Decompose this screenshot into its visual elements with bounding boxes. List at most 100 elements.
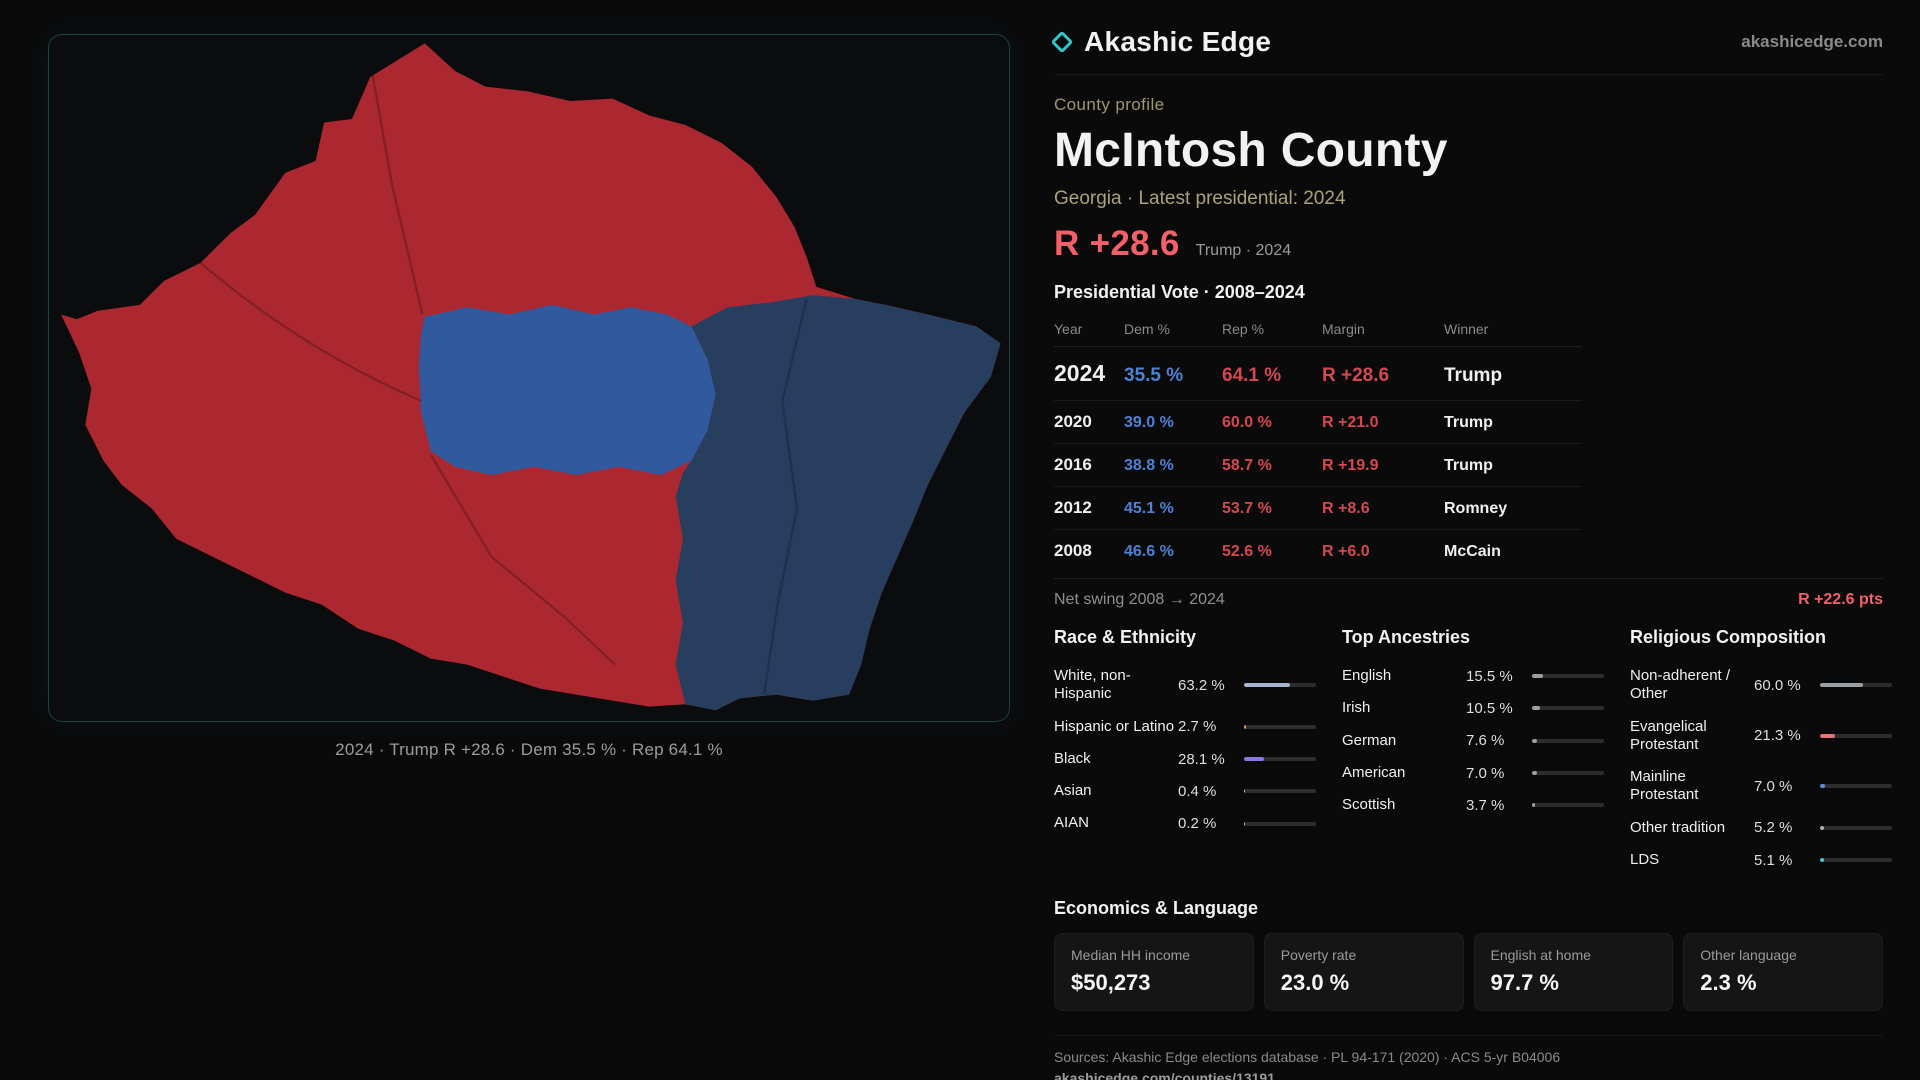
mini-bar-track [1820,733,1892,738]
demo-row: Hispanic or Latino 2.7 % [1054,711,1316,743]
demo-row: Irish 10.5 % [1342,692,1604,724]
demo-row: White, non-Hispanic 63.2 % [1054,660,1316,711]
mini-bar-track [1244,821,1316,826]
footer-sources: Sources: Akashic Edge elections database… [1054,1049,1561,1066]
col-rep: Rep % [1222,321,1265,337]
demo-label: Hispanic or Latino [1054,717,1175,735]
econ-stat-box: Median HH income $50,273 [1054,933,1254,1012]
winner-cell: McCain [1444,543,1501,560]
vote-table-title: Presidential Vote · 2008–2024 [1054,282,1305,302]
county-title: McIntosh County [1054,124,1448,177]
margin-cell: R +28.6 [1322,365,1390,386]
mini-bar-fill [1244,757,1265,762]
demo-value: 7.0 % [1754,777,1793,795]
demo-row: Scottish 3.7 % [1342,789,1604,821]
year-cell: 2012 [1054,498,1092,517]
mini-bar-fill [1532,803,1535,808]
precinct-boundary [371,74,424,315]
table-row: 2012 45.1 % 53.7 % R +8.6 Romney [1054,487,1582,530]
rep-cell: 52.6 % [1222,543,1272,560]
site-domain-link[interactable]: akashicedge.com [1741,32,1883,51]
map-region-dem-east [675,295,1001,711]
demo-row: AIAN 0.2 % [1054,807,1316,839]
map-card [48,34,1010,722]
precinct-boundary [429,454,616,666]
demo-label: Non-adherent / Other [1630,667,1731,703]
demo-value: 0.2 % [1178,815,1217,833]
winner-cell: Trump [1444,414,1493,431]
footer-permalink[interactable]: akashicedge.com/counties/13191 [1054,1070,1275,1080]
demo-value: 15.5 % [1466,667,1513,685]
diamond-logo-icon [1050,30,1074,54]
mini-bar-track [1244,683,1316,688]
demo-label: LDS [1630,851,1660,869]
net-swing-value: R +22.6 pts [1798,591,1883,608]
mini-bar-fill [1244,821,1246,826]
stat-value: $50,273 [1071,970,1151,996]
page-footer: Sources: Akashic Edge elections database… [1054,1035,1883,1080]
precinct-boundary [762,298,808,695]
map-caption: 2024 · Trump R +28.6 · Dem 35.5 % · Rep … [335,740,723,759]
mini-bar-track [1820,858,1892,863]
mini-bar-track [1532,738,1604,743]
demo-value: 5.2 % [1754,819,1793,837]
brand-name: Akashic Edge [1084,26,1272,57]
vote-table-header: Year Dem % Rep % Margin Winner [1054,313,1582,347]
rep-cell: 60.0 % [1222,414,1272,431]
map-panel: 2024 · Trump R +28.6 · Dem 35.5 % · Rep … [48,34,1010,759]
margin-cell: R +21.0 [1322,414,1379,431]
mini-bar-fill [1532,771,1538,776]
mini-bar-fill [1820,733,1836,738]
dem-cell: 35.5 % [1124,365,1184,386]
profile-kicker: County profile [1054,95,1165,114]
net-swing-label: Net swing 2008 → 2024 [1054,591,1225,608]
ancestries-title: Top Ancestries [1342,627,1471,647]
col-margin: Margin [1322,321,1365,337]
table-row: 2020 39.0 % 60.0 % R +21.0 Trump [1054,401,1582,444]
demo-row: Mainline Protestant 7.0 % [1630,761,1892,812]
economics-stats: Median HH income $50,273 Poverty rate 23… [1054,933,1883,1012]
mini-bar-track [1532,706,1604,711]
demo-label: English [1342,667,1392,684]
dem-cell: 38.8 % [1124,457,1174,474]
race-ethnicity-title: Race & Ethnicity [1054,627,1197,647]
mini-bar-fill [1820,825,1824,830]
demo-value: 3.7 % [1466,796,1505,814]
econ-stat-box: Other language 2.3 % [1683,933,1883,1012]
demo-label: Other tradition [1630,818,1726,836]
mini-bar-track [1244,757,1316,762]
year-cell: 2016 [1054,455,1092,474]
stat-value: 23.0 % [1280,970,1350,996]
mini-bar-fill [1244,724,1246,729]
mini-bar-fill [1532,706,1540,711]
mini-bar-track [1532,803,1604,808]
stat-value: 97.7 % [1490,970,1560,996]
demo-label: Mainline Protestant [1630,768,1699,804]
demo-label: Evangelical Protestant [1630,717,1707,753]
net-swing-row: Net swing 2008 → 2024 R +22.6 pts [1054,578,1883,609]
table-row: 2024 35.5 % 64.1 % R +28.6 Trump [1054,347,1582,401]
demo-value: 28.1 % [1178,750,1225,768]
demo-label: Asian [1054,782,1092,800]
mini-bar-track [1820,784,1892,789]
rep-cell: 64.1 % [1222,365,1282,386]
econ-stat-box: English at home 97.7 % [1473,933,1674,1012]
stat-label: Median HH income [1071,947,1191,964]
profile-panel: Akashic Edge akashicedge.com County prof… [1050,0,1920,1080]
demo-value: 60.0 % [1754,676,1801,694]
demo-value: 2.7 % [1178,718,1217,736]
dem-cell: 45.1 % [1124,500,1174,517]
mini-bar-track [1244,789,1316,794]
margin-headline-row: R +28.6 Trump · 2024 [1054,224,1883,264]
winner-cell: Trump [1444,365,1503,386]
demo-row: English 15.5 % [1342,660,1604,692]
mini-bar-fill [1820,858,1824,863]
mini-bar-fill [1244,789,1246,794]
demo-row: German 7.6 % [1342,725,1604,757]
demo-value: 7.0 % [1466,764,1505,782]
demo-row: LDS 5.1 % [1630,844,1892,876]
ancestries-column: Top Ancestries English 15.5 % Irish 10.5… [1342,627,1604,876]
margin-cell: R +19.9 [1322,457,1379,474]
mini-bar-track [1820,683,1892,688]
